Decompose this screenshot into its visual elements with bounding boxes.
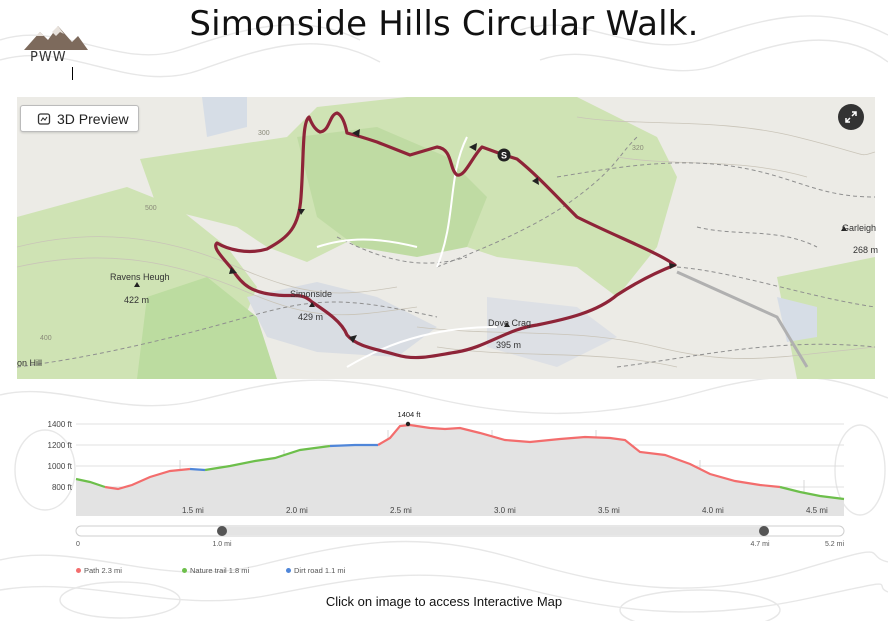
x-tick-label: 3.5 mi <box>598 506 620 515</box>
forest-area <box>137 277 277 379</box>
logo-text: PWW <box>30 50 67 65</box>
elevation-area <box>76 425 844 516</box>
range-slider-left-handle[interactable] <box>217 526 227 536</box>
3d-preview-label: 3D Preview <box>57 110 129 127</box>
contour-label: 500 <box>145 205 157 212</box>
forest-area <box>297 127 487 257</box>
walk-route <box>214 111 677 360</box>
trail-segment <box>75 477 106 489</box>
contour-label: 320 <box>632 145 644 152</box>
legend-item-nature-trail: Nature trail 1.8 mi <box>182 566 249 575</box>
start-marker[interactable] <box>497 148 511 162</box>
peak-label: 1404 ft <box>398 410 422 419</box>
legend-label: Nature trail 1.8 mi <box>190 566 250 575</box>
start-marker-label: S <box>501 151 507 161</box>
y-tick-label: 1400 ft <box>48 420 73 429</box>
map-label-garleigh-height: 268 m <box>853 245 879 255</box>
x-tick-label: 2.5 mi <box>390 506 412 515</box>
summit-icon <box>841 226 847 231</box>
3d-cube-icon <box>37 112 51 125</box>
water-area <box>777 297 817 342</box>
interactive-map[interactable]: S <box>17 97 875 379</box>
x-tick-label: 1.5 mi <box>182 506 204 515</box>
legend-item-dirt-road: Dirt road 1.1 mi <box>286 566 345 575</box>
text-cursor <box>72 67 73 80</box>
legend-dot <box>182 568 187 573</box>
moorland-area <box>247 282 437 357</box>
path-segment <box>377 423 781 489</box>
y-tick-label: 1200 ft <box>48 441 73 450</box>
road-segment <box>189 467 206 472</box>
contour-label: 400 <box>40 335 52 342</box>
road-line <box>676 270 809 368</box>
slider-left-label: 1.0 mi <box>212 541 232 548</box>
x-tick-label: 2.0 mi <box>286 506 308 515</box>
summit-icon <box>504 322 510 327</box>
map-label-dove-crag-height: 395 m <box>496 340 522 350</box>
map-label-ravens-heugh: Ravens Heugh <box>110 272 170 282</box>
map-canvas: S <box>17 97 875 379</box>
x-tick-label: 4.0 mi <box>702 506 724 515</box>
legend-item-path: Path 2.3 mi <box>76 566 122 575</box>
expand-icon <box>845 111 857 123</box>
contour-label: 300 <box>258 130 270 137</box>
legend-dot <box>286 568 291 573</box>
page-title: Simonside Hills Circular Walk. <box>189 4 699 44</box>
expand-map-button[interactable] <box>838 104 864 130</box>
mountain-logo-icon <box>24 26 88 50</box>
map-caption-link[interactable]: Click on image to access Interactive Map <box>325 594 563 609</box>
slider-right-label: 4.7 mi <box>750 541 770 548</box>
x-tick-label: 3.0 mi <box>494 506 516 515</box>
peak-marker <box>405 421 411 427</box>
trail-segment <box>204 444 331 472</box>
range-slider-selection <box>222 527 764 535</box>
legend-label: Dirt road 1.1 mi <box>294 566 346 575</box>
path-segment <box>104 467 191 491</box>
map-label-ravens-heugh-height: 422 m <box>124 295 150 305</box>
trail-segment <box>779 485 845 501</box>
range-slider-right-handle[interactable] <box>759 526 769 536</box>
slider-start-label: 0 <box>76 541 80 548</box>
map-label-simonside-height: 429 m <box>298 312 324 322</box>
x-tick-label: 4.5 mi <box>806 506 828 515</box>
summit-icon <box>134 282 140 287</box>
elevation-profile[interactable]: 1404 ft 1400 ft 1200 ft 1000 ft 800 ft 1… <box>0 400 888 560</box>
road-segment <box>329 443 378 448</box>
y-tick-label: 800 ft <box>52 483 73 492</box>
slider-end-label: 5.2 mi <box>825 541 845 548</box>
map-label-on-hill: on Hill <box>17 358 43 368</box>
map-label-garleigh: Garleigh <box>842 223 877 233</box>
legend-label: Path 2.3 mi <box>84 566 122 575</box>
legend-dot <box>76 568 81 573</box>
forest-area <box>777 257 875 379</box>
direction-arrows <box>229 129 677 343</box>
y-tick-label: 1000 ft <box>48 462 73 471</box>
water-area <box>202 97 247 137</box>
summit-icon <box>309 302 315 307</box>
3d-preview-button[interactable]: 3D Preview <box>20 105 139 132</box>
map-label-dove-crag: Dove Crag <box>488 318 532 328</box>
map-label-simonside: Simonside <box>290 289 333 299</box>
